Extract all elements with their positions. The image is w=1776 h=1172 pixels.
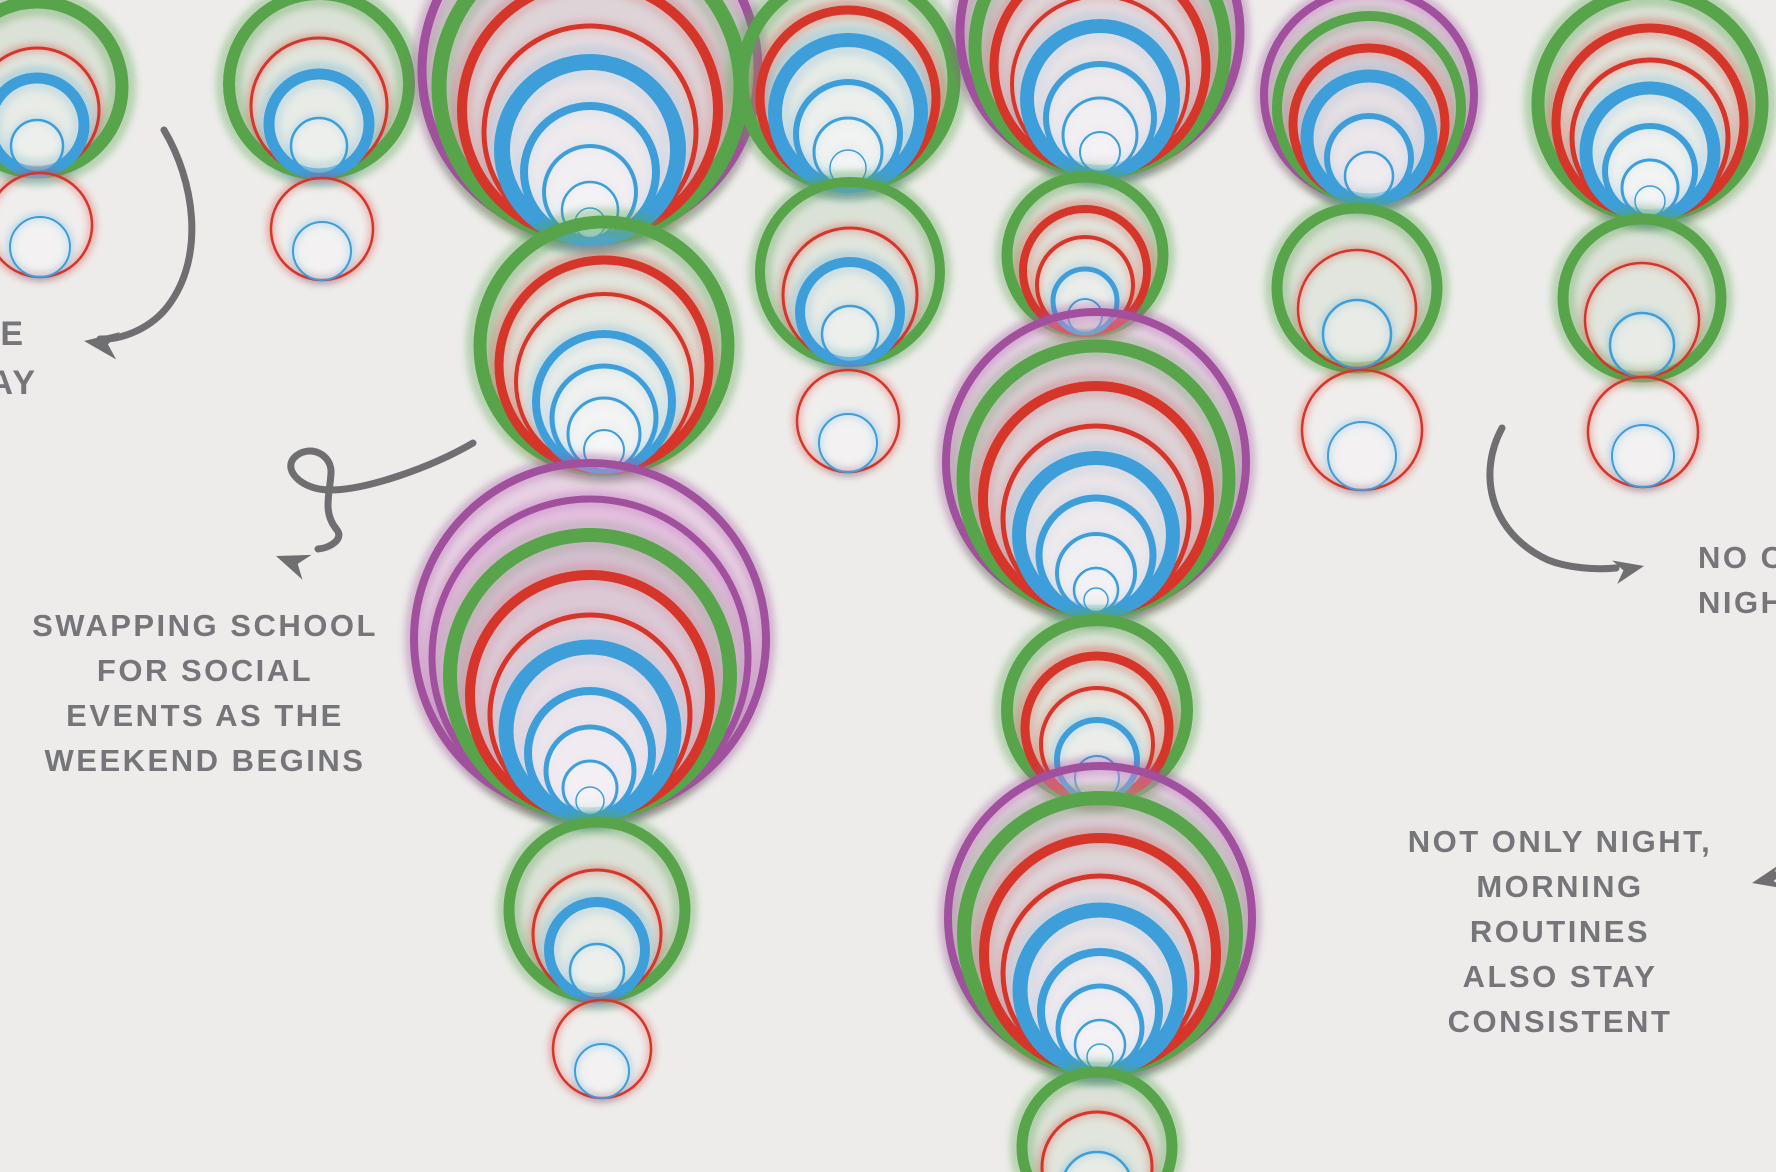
arrow-shaft	[1486, 424, 1620, 573]
arrow-head-icon	[1612, 560, 1644, 584]
bubble-cluster	[936, 302, 1256, 628]
bubble-ring	[9, 118, 65, 174]
arrow-head-icon	[1752, 865, 1776, 889]
bubble-cluster	[404, 453, 776, 832]
bubble-cluster	[465, 207, 743, 485]
arrow-shaft	[96, 126, 196, 343]
bubble-cluster	[411, 0, 769, 256]
bubble-ring	[1327, 421, 1397, 491]
bubble-ring	[1343, 150, 1395, 202]
bubble-ring	[289, 116, 349, 176]
arrow-to-no-night	[1486, 424, 1644, 584]
bubble-cluster	[215, 0, 423, 188]
bubble-cluster	[949, 0, 1251, 188]
bubble-cluster	[1550, 206, 1734, 390]
bubble-ring	[1016, 1066, 1178, 1172]
bubble-ring	[574, 1043, 630, 1099]
bubble-cluster	[792, 365, 904, 477]
arrow-head-icon	[276, 554, 312, 580]
bubble-cluster	[266, 173, 378, 285]
bubble-cluster	[1523, 0, 1776, 231]
bubble-cluster	[1009, 1059, 1185, 1172]
bubble-ring	[818, 413, 878, 473]
bubble-cluster	[496, 809, 698, 1011]
bubble-ring	[1040, 1110, 1154, 1172]
bubble-cluster	[1254, 0, 1484, 215]
annotation-arrows	[84, 126, 1776, 889]
bubble-ring	[1608, 311, 1676, 379]
bubble-ring	[1321, 298, 1393, 370]
bubble-cluster	[938, 756, 1262, 1087]
bubble-ring	[568, 942, 626, 1000]
arrow-shaft	[287, 439, 477, 553]
annotation-swapping-school: SWAPPING SCHOOL FOR SOCIAL EVENTS AS THE…	[32, 608, 378, 778]
arrow-head-icon	[84, 332, 121, 360]
annotation-no-night-fragment: NO C NIGH	[1698, 540, 1776, 620]
bubble-cluster	[1297, 365, 1427, 495]
bubble-cluster	[0, 168, 97, 282]
annotation-not-only-night: NOT ONLY NIGHT, MORNING ROUTINES ALSO ST…	[1407, 824, 1713, 1039]
bubble-cluster	[1264, 195, 1450, 381]
bubble-cluster	[748, 170, 952, 374]
bubble-ring	[1064, 1150, 1130, 1172]
annotation-left-fragment: E AY	[0, 315, 38, 403]
bubble-ring	[292, 221, 352, 281]
bubble-cluster	[548, 995, 656, 1103]
bubble-ring	[820, 304, 880, 364]
bubble-ring	[9, 216, 71, 278]
arrow-to-left-fragment	[84, 126, 196, 360]
arrow-to-swapping	[276, 439, 477, 580]
arrow-to-not-only-night	[1752, 865, 1776, 889]
bubble-cluster	[0, 0, 137, 187]
bubble-cluster	[727, 0, 969, 202]
bubble-cluster	[1583, 372, 1703, 492]
bubble-ring	[1611, 424, 1675, 488]
